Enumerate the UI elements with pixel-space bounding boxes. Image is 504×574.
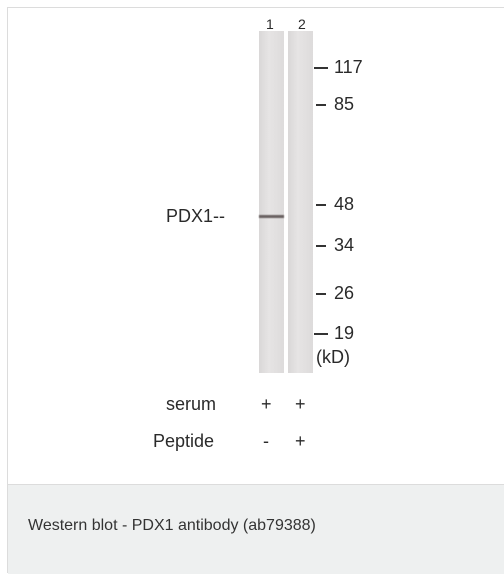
marker-dash [316, 293, 326, 295]
marker-dash [314, 67, 328, 69]
marker: 117 [334, 57, 363, 77]
caption-area: Western blot - PDX1 antibody (ab79388) [8, 484, 504, 574]
marker: 85 [334, 94, 354, 114]
band [259, 215, 284, 218]
row-label: serum [166, 394, 216, 414]
western-blot: 1 2 PDX1-- 117 85 48 34 26 19 (kD) serum… [8, 8, 504, 484]
marker-dash [316, 204, 326, 206]
marker: 48 [334, 194, 354, 214]
caption: Western blot - PDX1 antibody (ab79388) [28, 517, 316, 535]
marker-dash [316, 245, 326, 247]
row-sign: + [295, 394, 306, 414]
product-image-card: 1 2 PDX1-- 117 85 48 34 26 19 (kD) serum… [7, 7, 504, 573]
row-sign: + [295, 431, 306, 451]
marker-dash [314, 333, 328, 335]
marker: 34 [334, 235, 354, 255]
marker-dash [316, 104, 326, 106]
unit: (kD) [316, 347, 350, 367]
row-sign: - [263, 431, 269, 451]
row-sign: + [261, 394, 272, 414]
band-label: PDX1-- [166, 206, 225, 226]
marker: 26 [334, 283, 354, 303]
row-label: Peptide [153, 431, 214, 451]
lane [259, 31, 284, 373]
marker: 19 [334, 323, 354, 343]
lane [288, 31, 313, 373]
